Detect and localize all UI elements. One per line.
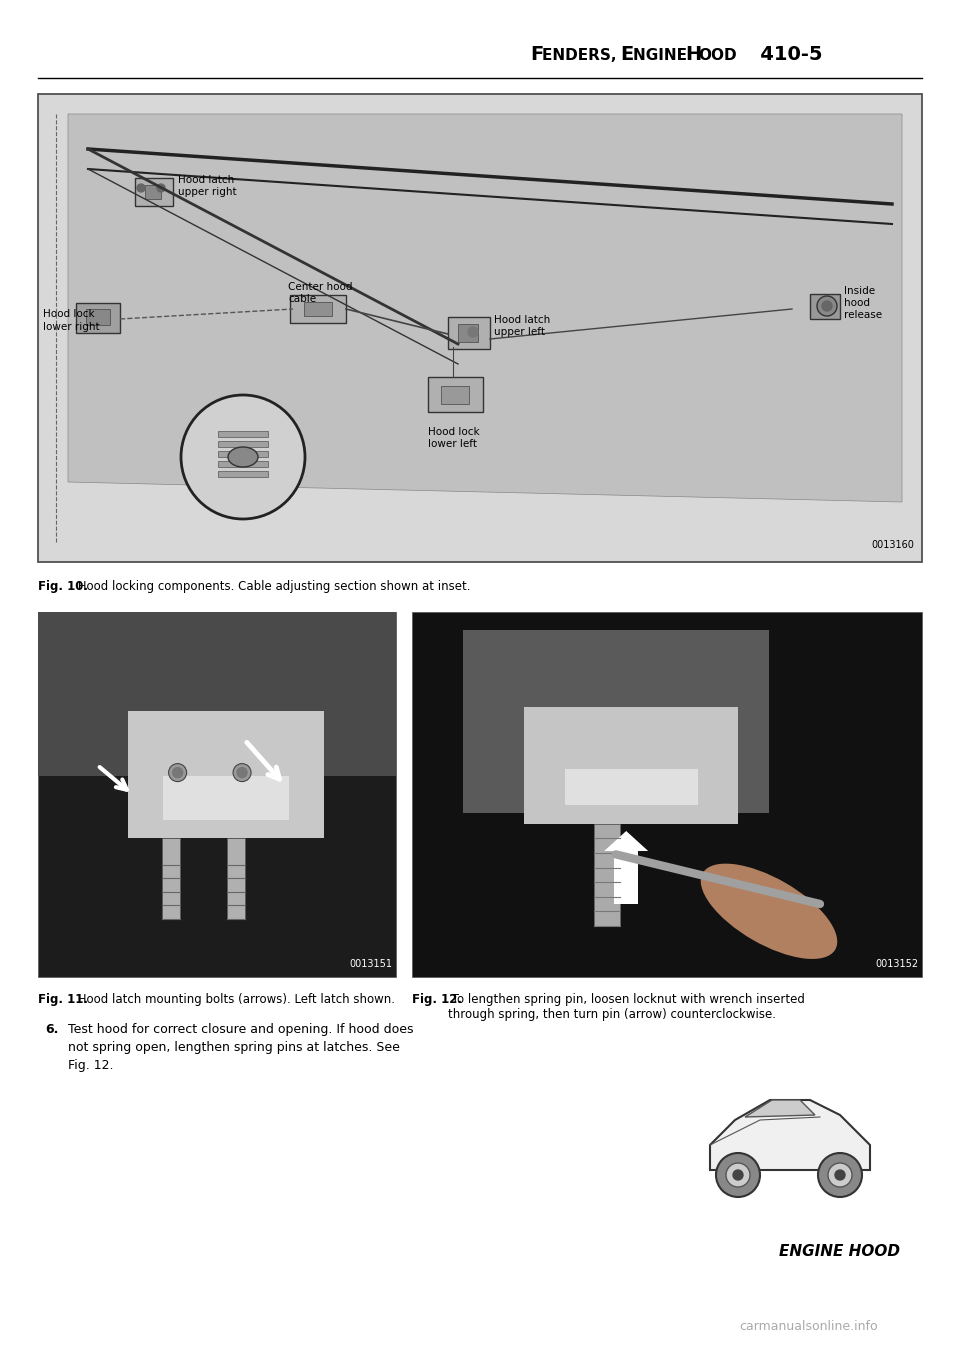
Bar bbox=[218, 461, 268, 467]
Bar bbox=[163, 776, 289, 820]
Text: Hood lock: Hood lock bbox=[43, 309, 95, 319]
Ellipse shape bbox=[701, 863, 837, 959]
Text: Hood locking components. Cable adjusting section shown at inset.: Hood locking components. Cable adjusting… bbox=[74, 579, 470, 593]
Bar bbox=[810, 294, 840, 319]
Text: To lengthen spring pin, loosen locknut with wrench inserted
through spring, then: To lengthen spring pin, loosen locknut w… bbox=[448, 993, 804, 1020]
Circle shape bbox=[818, 1153, 862, 1197]
Circle shape bbox=[173, 768, 182, 778]
Bar bbox=[76, 303, 120, 332]
Text: release: release bbox=[844, 309, 882, 320]
Bar bbox=[218, 451, 268, 457]
Text: Hood latch: Hood latch bbox=[494, 315, 550, 324]
Circle shape bbox=[237, 768, 247, 778]
Polygon shape bbox=[68, 114, 902, 502]
Circle shape bbox=[817, 296, 837, 316]
Bar bbox=[565, 769, 698, 806]
Text: F: F bbox=[530, 46, 543, 65]
Ellipse shape bbox=[228, 446, 258, 467]
Bar bbox=[218, 441, 268, 446]
Circle shape bbox=[169, 764, 186, 782]
Text: cable: cable bbox=[288, 294, 316, 304]
Text: Test hood for correct closure and opening. If hood does
not spring open, lengthe: Test hood for correct closure and openin… bbox=[68, 1023, 414, 1072]
Text: 0013152: 0013152 bbox=[875, 959, 918, 969]
Text: ENGINE HOOD: ENGINE HOOD bbox=[779, 1244, 900, 1259]
Bar bbox=[128, 711, 324, 839]
Text: upper right: upper right bbox=[178, 187, 236, 197]
Text: Hood latch mounting bolts (arrows). Left latch shown.: Hood latch mounting bolts (arrows). Left… bbox=[74, 993, 395, 1006]
Text: Fig. 10.: Fig. 10. bbox=[38, 579, 88, 593]
Circle shape bbox=[726, 1163, 750, 1187]
Circle shape bbox=[468, 327, 478, 337]
Circle shape bbox=[716, 1153, 760, 1197]
Text: 0013160: 0013160 bbox=[871, 540, 914, 550]
Text: Hood lock: Hood lock bbox=[428, 427, 480, 437]
Circle shape bbox=[828, 1163, 852, 1187]
Circle shape bbox=[157, 185, 165, 191]
Text: Fig. 11.: Fig. 11. bbox=[38, 993, 88, 1006]
Text: carmanualsonline.info: carmanualsonline.info bbox=[739, 1320, 878, 1334]
Bar bbox=[458, 324, 478, 342]
Bar bbox=[38, 94, 922, 562]
Bar bbox=[290, 294, 346, 323]
Circle shape bbox=[181, 395, 305, 518]
Bar bbox=[86, 309, 110, 324]
Bar bbox=[218, 471, 268, 478]
Bar bbox=[448, 318, 490, 349]
Text: Center hood: Center hood bbox=[288, 282, 352, 292]
Text: ENDERS,: ENDERS, bbox=[542, 47, 622, 62]
Text: NGINE: NGINE bbox=[633, 47, 692, 62]
Text: 0013151: 0013151 bbox=[349, 959, 392, 969]
Bar bbox=[463, 630, 769, 813]
Bar bbox=[304, 303, 332, 316]
Text: 410-5: 410-5 bbox=[740, 46, 823, 65]
Text: OOD: OOD bbox=[698, 47, 736, 62]
Bar bbox=[162, 839, 180, 919]
Text: H: H bbox=[685, 46, 701, 65]
Circle shape bbox=[733, 1170, 743, 1181]
Circle shape bbox=[822, 301, 832, 311]
Text: Fig. 12.: Fig. 12. bbox=[412, 993, 462, 1006]
Circle shape bbox=[233, 764, 252, 782]
Polygon shape bbox=[604, 830, 648, 851]
Text: lower right: lower right bbox=[43, 322, 100, 332]
Bar bbox=[594, 824, 620, 925]
Bar bbox=[38, 612, 396, 776]
Bar bbox=[38, 612, 396, 977]
Bar bbox=[227, 839, 245, 919]
Bar bbox=[218, 432, 268, 437]
Polygon shape bbox=[710, 1101, 870, 1170]
Text: E: E bbox=[620, 46, 634, 65]
Text: hood: hood bbox=[844, 299, 870, 308]
Bar bbox=[428, 377, 483, 413]
Polygon shape bbox=[745, 1101, 815, 1117]
Bar bbox=[135, 178, 173, 206]
Text: upper left: upper left bbox=[494, 327, 545, 337]
Text: 6.: 6. bbox=[45, 1023, 59, 1035]
Bar bbox=[145, 185, 161, 199]
Bar bbox=[614, 851, 638, 904]
Bar bbox=[441, 385, 469, 404]
Text: lower left: lower left bbox=[428, 440, 477, 449]
Text: Inside: Inside bbox=[844, 286, 876, 296]
Text: Hood latch: Hood latch bbox=[178, 175, 234, 185]
Bar bbox=[412, 612, 922, 977]
Circle shape bbox=[137, 185, 145, 191]
Circle shape bbox=[835, 1170, 845, 1181]
Bar bbox=[524, 707, 738, 824]
